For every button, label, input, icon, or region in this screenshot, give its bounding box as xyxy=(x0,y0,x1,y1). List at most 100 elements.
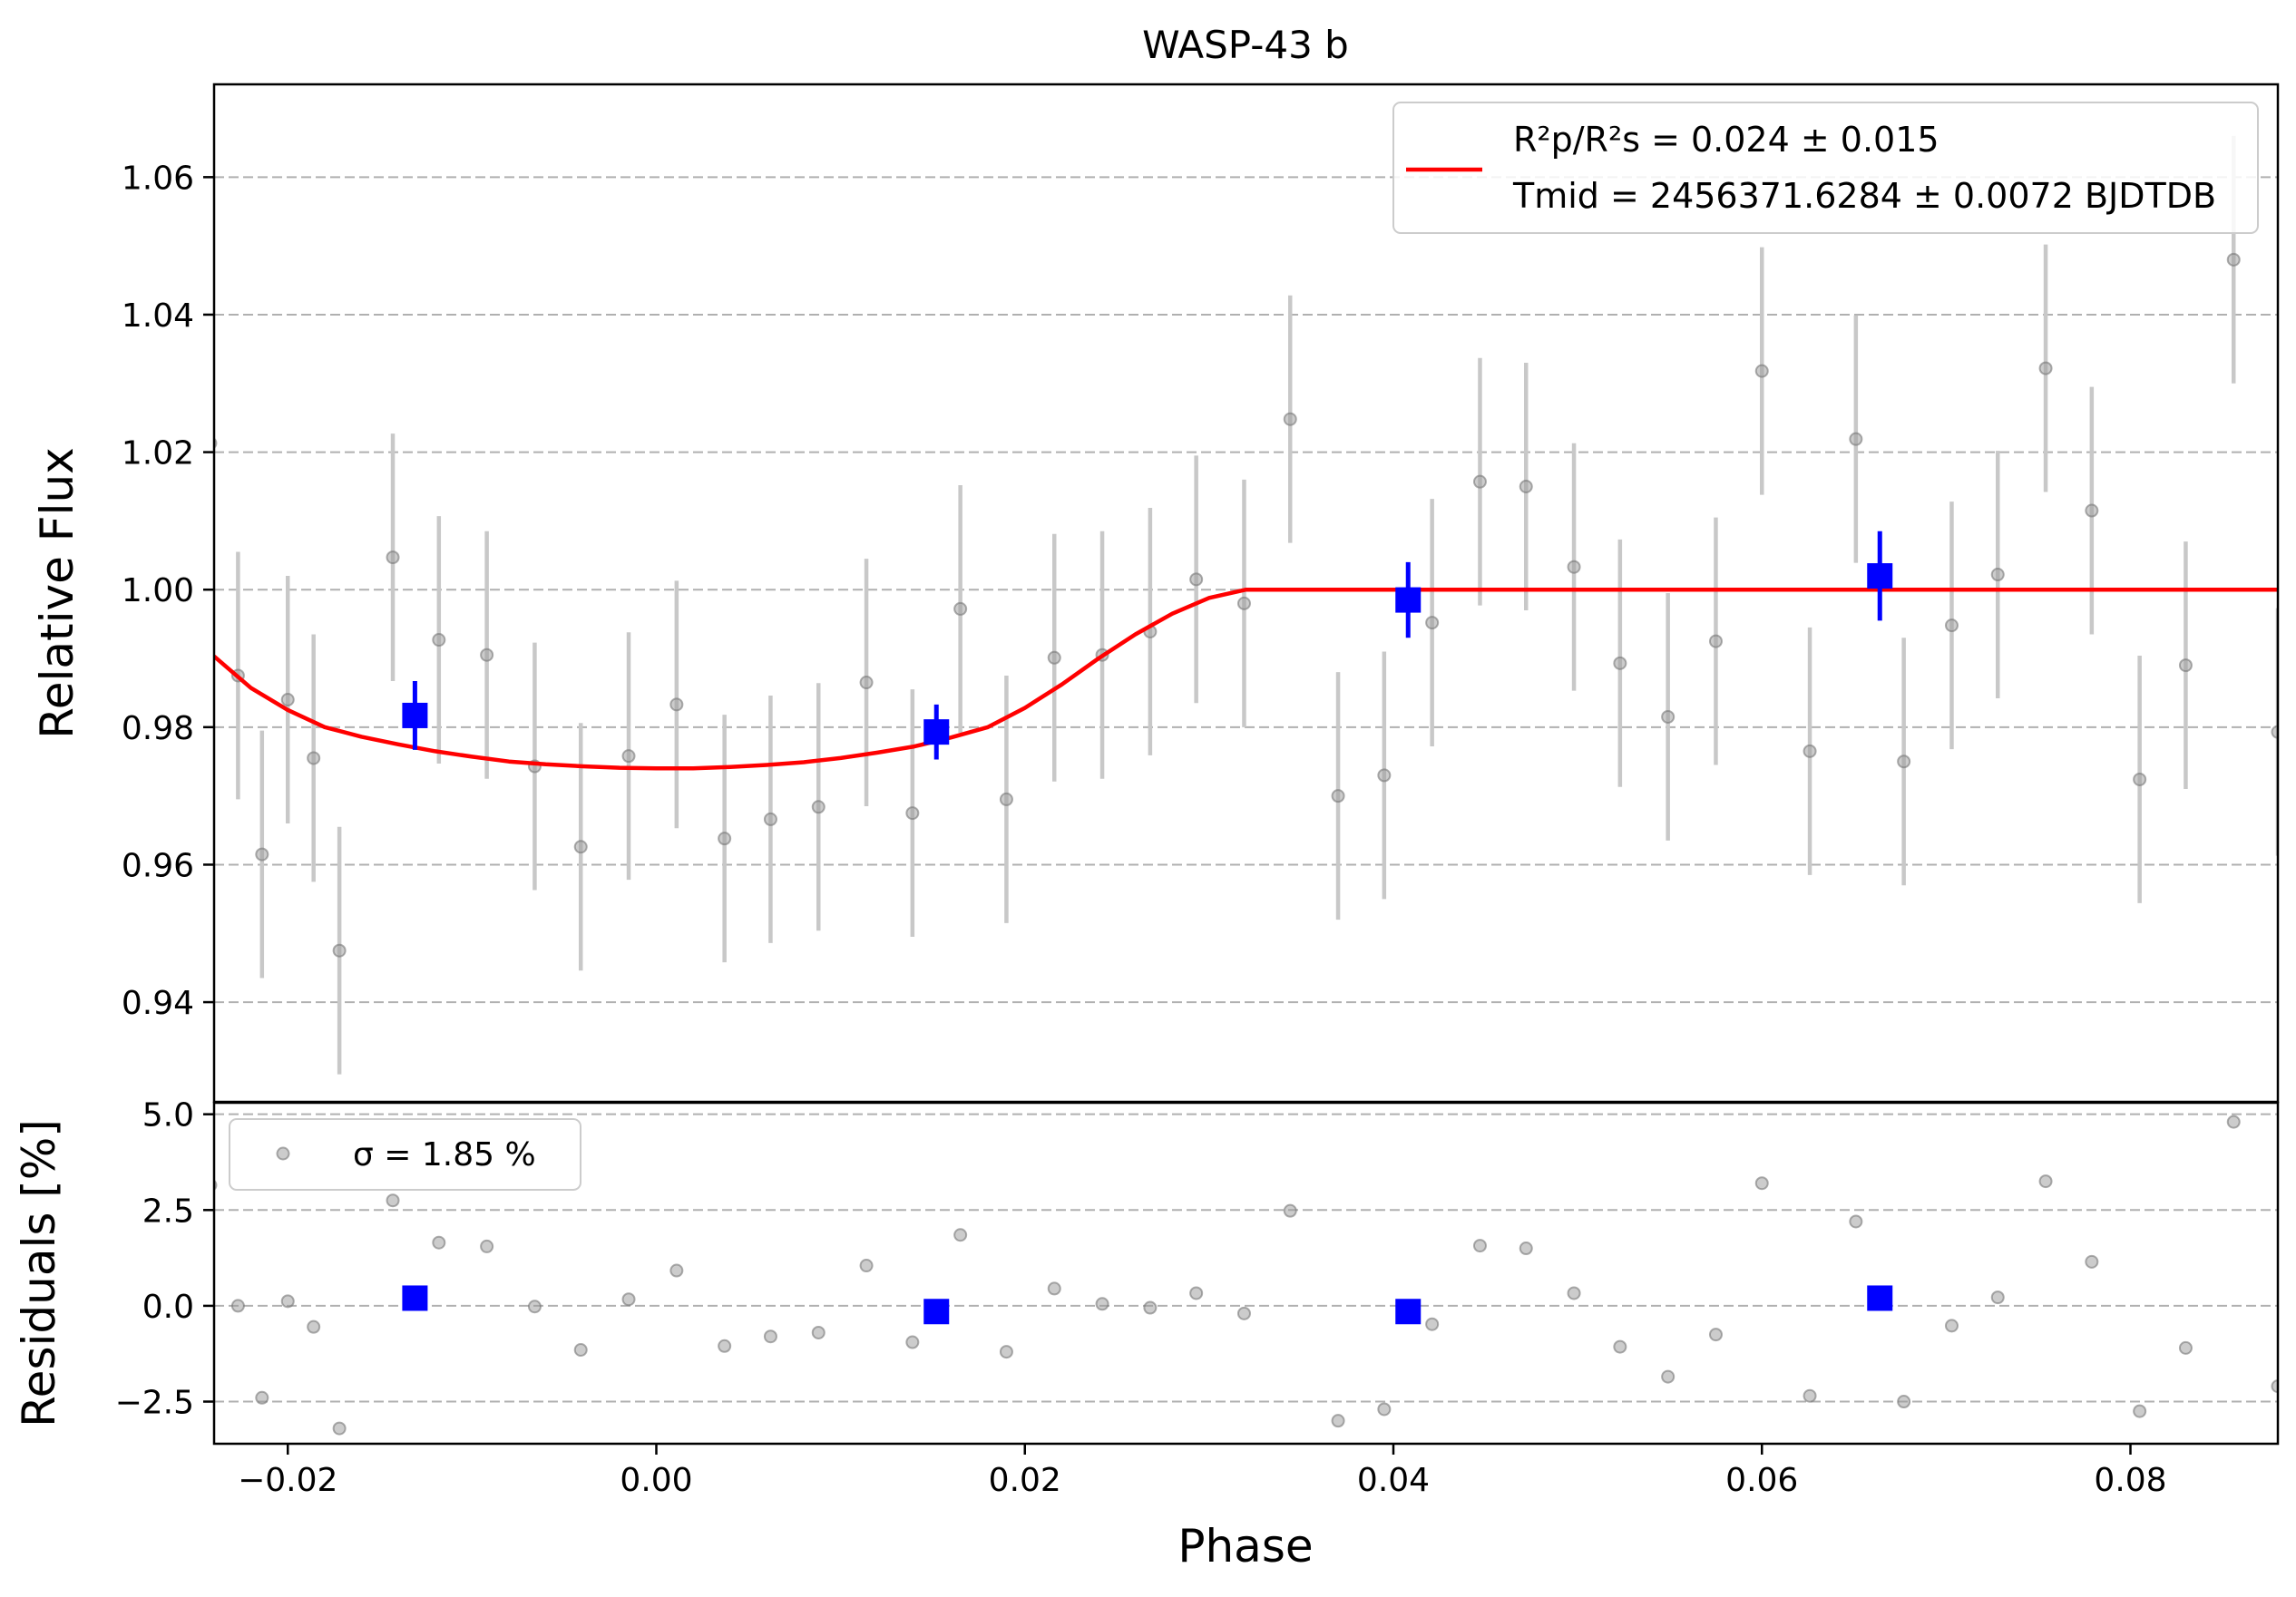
residual-point xyxy=(2085,1254,2099,1269)
binned-residual-point xyxy=(402,1285,428,1311)
y-tick-label: 0.94 xyxy=(122,985,194,1022)
x-tick-label: 0.02 xyxy=(989,1462,1061,1499)
legend-residual-marker xyxy=(276,1146,290,1161)
x-tick-label: −0.02 xyxy=(238,1462,337,1499)
data-point xyxy=(1189,572,1204,587)
data-point xyxy=(718,832,732,846)
data-point xyxy=(480,648,494,662)
data-point xyxy=(1613,656,1627,670)
bottom-y-axis: −2.5 0.0 2.5 5.0 xyxy=(115,1097,214,1422)
residual-point xyxy=(718,1339,732,1353)
residual-point xyxy=(432,1235,446,1250)
residual-point xyxy=(2178,1340,2193,1355)
data-point xyxy=(1803,744,1817,758)
residual-point xyxy=(307,1319,321,1334)
bottom-y-axis-label: Residuals [%] xyxy=(13,1119,65,1427)
data-point xyxy=(669,697,684,712)
residual-point xyxy=(953,1228,968,1242)
residual-point xyxy=(1047,1281,1061,1296)
data-point xyxy=(1377,768,1392,783)
x-tick-label: 0.00 xyxy=(620,1462,692,1499)
data-point xyxy=(1849,432,1863,446)
residual-point xyxy=(2038,1174,2053,1189)
data-point xyxy=(2271,725,2278,739)
binned-point xyxy=(923,719,950,745)
data-point xyxy=(1283,412,1297,426)
residual-point xyxy=(999,1345,1013,1359)
data-point xyxy=(386,550,400,565)
residual-point xyxy=(1944,1319,1959,1333)
residual-point xyxy=(1897,1395,1911,1409)
data-point xyxy=(573,840,588,854)
data-point xyxy=(1236,596,1251,610)
data-point xyxy=(1567,560,1581,574)
residual-point xyxy=(1803,1388,1817,1403)
data-point xyxy=(332,943,347,958)
data-point xyxy=(1754,364,1769,378)
x-tick-label: 0.06 xyxy=(1725,1462,1798,1499)
binned-point xyxy=(1395,587,1422,613)
residual-point xyxy=(905,1335,920,1349)
y-tick-label: 1.02 xyxy=(122,435,194,472)
residual-point xyxy=(1708,1328,1723,1342)
y-tick-label: 1.00 xyxy=(122,572,194,609)
data-point xyxy=(255,847,269,862)
y-tick-label: 1.04 xyxy=(122,297,194,335)
residual-point xyxy=(859,1259,874,1273)
top-legend: R²p/R²s = 0.024 ± 0.015 Tmid = 2456371.6… xyxy=(1392,102,2259,234)
x-axis-label: Phase xyxy=(1177,1520,1313,1573)
residual-point xyxy=(1331,1414,1345,1428)
legend-line-2: Tmid = 2456371.6284 ± 0.0072 BJDTDB xyxy=(1512,176,2216,216)
data-point xyxy=(2226,252,2241,267)
x-tick-label: 0.04 xyxy=(1357,1462,1430,1499)
y-tick-label: 5.0 xyxy=(142,1097,194,1134)
residual-point xyxy=(621,1292,636,1307)
residual-point xyxy=(1849,1214,1863,1229)
model-curve xyxy=(214,587,2278,771)
data-point xyxy=(432,633,446,648)
data-point xyxy=(2038,361,2053,375)
residual-point xyxy=(1143,1300,1158,1315)
residual-point xyxy=(811,1325,826,1339)
residual-point xyxy=(2133,1404,2147,1418)
data-point xyxy=(1472,474,1487,489)
residual-point xyxy=(280,1294,295,1309)
residual-point xyxy=(230,1299,245,1313)
bottom-plot-area xyxy=(214,1115,2278,1436)
y-tick-label: −2.5 xyxy=(115,1385,194,1422)
data-point xyxy=(811,800,826,814)
data-point xyxy=(1425,616,1440,630)
residual-point xyxy=(1754,1176,1769,1191)
residual-point xyxy=(669,1263,684,1278)
y-tick-label: 0.98 xyxy=(122,710,194,747)
residual-point xyxy=(1661,1369,1676,1384)
residual-point xyxy=(1377,1402,1392,1417)
residual-point xyxy=(1519,1242,1533,1256)
y-tick-label: 0.0 xyxy=(142,1289,194,1326)
binned-residual-point xyxy=(1867,1285,1893,1311)
residual-point xyxy=(527,1300,542,1314)
legend-line-1: R²p/R²s = 0.024 ± 0.015 xyxy=(1513,120,1939,160)
residual-point xyxy=(386,1193,400,1208)
residual-point xyxy=(1613,1339,1627,1354)
data-point xyxy=(763,812,777,826)
data-point xyxy=(1661,709,1676,724)
data-point xyxy=(1944,618,1959,633)
residual-point xyxy=(480,1239,494,1253)
data-point xyxy=(859,676,874,690)
residual-point xyxy=(1990,1290,2005,1305)
data-point xyxy=(1519,479,1533,493)
top-plot-area xyxy=(214,135,2278,1075)
y-tick-label: 0.96 xyxy=(122,847,194,884)
residual-point xyxy=(1283,1203,1297,1218)
top-y-axis: 0.94 0.96 0.98 1.00 1.02 1.04 1.06 xyxy=(122,160,214,1022)
residual-point xyxy=(1095,1297,1109,1311)
x-axis: −0.02 0.00 0.02 0.04 0.06 0.08 xyxy=(238,1444,2167,1499)
residual-point xyxy=(2271,1379,2278,1394)
binned-residual-point xyxy=(1395,1299,1422,1325)
data-point xyxy=(2178,658,2193,673)
chart-title: WASP-43 b xyxy=(1142,23,1349,67)
y-tick-label: 2.5 xyxy=(142,1193,194,1230)
data-point xyxy=(953,601,968,616)
